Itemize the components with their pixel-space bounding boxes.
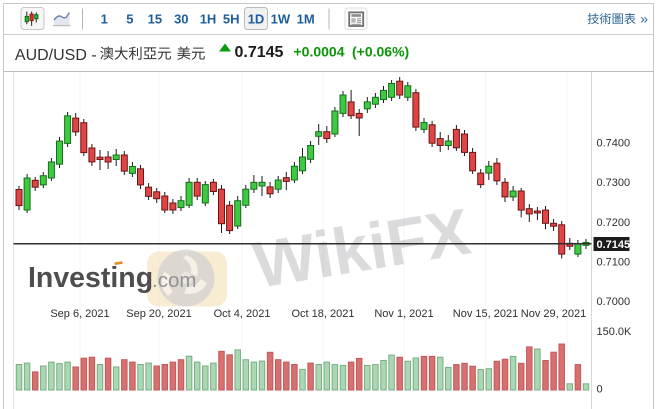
svg-text:Investing: Investing <box>28 262 153 294</box>
svg-text:0: 0 <box>597 383 603 395</box>
svg-text:0.7000: 0.7000 <box>597 296 631 308</box>
svg-text:Nov 29, 2021: Nov 29, 2021 <box>521 308 586 320</box>
svg-text:WikiFX: WikiFX <box>248 195 475 302</box>
svg-text:Nov 15, 2021: Nov 15, 2021 <box>453 308 518 320</box>
svg-text:5H: 5H <box>223 12 240 27</box>
svg-text:0.7300: 0.7300 <box>597 177 631 189</box>
svg-text:1D: 1D <box>248 12 265 27</box>
svg-text:Sep 20, 2021: Sep 20, 2021 <box>126 308 191 320</box>
svg-text:0.7145: 0.7145 <box>597 239 631 251</box>
svg-text:Oct 4, 2021: Oct 4, 2021 <box>214 308 271 320</box>
svg-text:»: » <box>640 10 648 26</box>
svg-text:1: 1 <box>101 12 108 27</box>
svg-text:30: 30 <box>174 12 188 27</box>
svg-text:Oct 18, 2021: Oct 18, 2021 <box>292 308 355 320</box>
svg-text:+0.0004: +0.0004 <box>294 44 345 60</box>
svg-text:15: 15 <box>148 12 162 27</box>
svg-text:1M: 1M <box>297 12 315 27</box>
svg-text:Nov 1, 2021: Nov 1, 2021 <box>374 308 433 320</box>
svg-text:1W: 1W <box>271 12 291 27</box>
svg-text:Sep 6, 2021: Sep 6, 2021 <box>50 308 109 320</box>
svg-text:(+0.06%): (+0.06%) <box>352 44 409 60</box>
svg-text:0.7400: 0.7400 <box>597 138 631 150</box>
svg-text:150.0K: 150.0K <box>597 326 633 338</box>
svg-text:AUD/USD -: AUD/USD - <box>15 47 97 64</box>
svg-text:0.7100: 0.7100 <box>597 256 631 268</box>
svg-text:0.7145: 0.7145 <box>235 44 284 61</box>
svg-text:.com: .com <box>152 269 196 292</box>
svg-text:1H: 1H <box>200 12 217 27</box>
svg-text:5: 5 <box>126 12 133 27</box>
svg-text:0.7200: 0.7200 <box>597 217 631 229</box>
